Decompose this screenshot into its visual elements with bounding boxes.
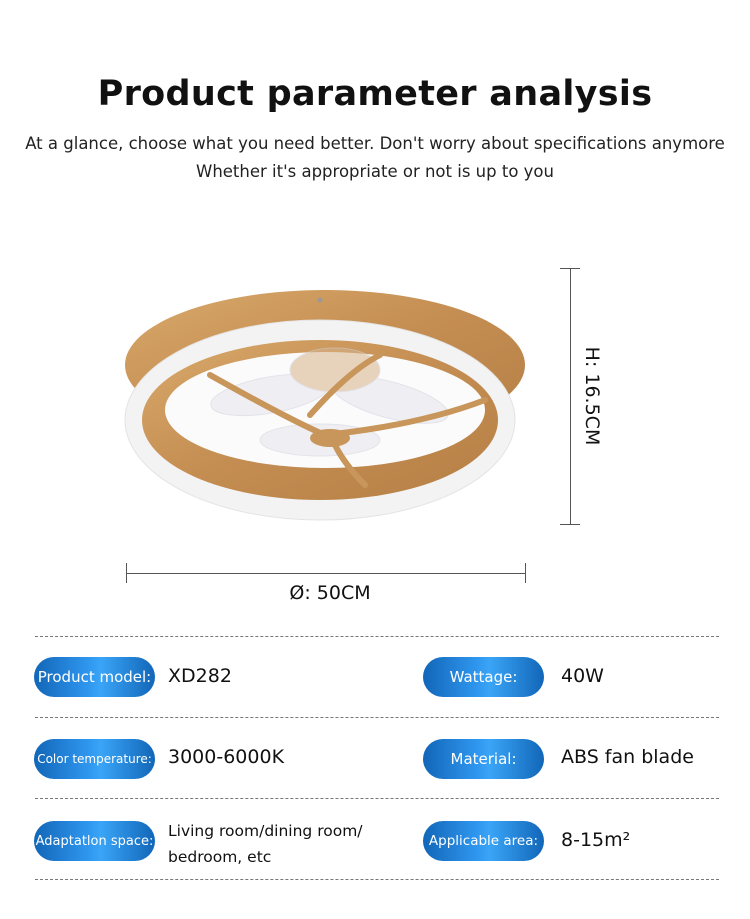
spec-value-adaptation-space-line-1: Living room/dining room/ — [168, 822, 363, 840]
ceiling-fan-image — [124, 290, 525, 521]
spec-value-material: ABS fan blade — [561, 746, 694, 768]
spec-label-adaptation-space: Adaptatlon space: — [34, 821, 155, 861]
spec-value-color-temperature: 3000-6000K — [168, 746, 285, 768]
divider — [35, 717, 719, 718]
spec-value-applicable-area: 8-15m² — [561, 829, 631, 851]
height-dimension-line — [570, 268, 571, 525]
spec-label-color-temperature: Color temperature: — [34, 739, 155, 779]
spec-label-applicable-area: Applicable area: — [423, 821, 544, 861]
divider — [35, 879, 719, 880]
divider — [35, 636, 719, 637]
subtitle-line-2: Whether it's appropriate or not is up to… — [196, 162, 554, 181]
divider — [35, 798, 719, 799]
spec-label-product-model: Product model: — [34, 657, 155, 697]
page-title: Product parameter analysis — [97, 74, 653, 114]
diameter-dimension-line — [126, 573, 526, 574]
height-label: H: 16.5CM — [581, 346, 603, 446]
subtitle-line-1: At a glance, choose what you need better… — [25, 134, 725, 153]
spec-value-wattage: 40W — [561, 665, 604, 687]
spec-label-wattage: Wattage: — [423, 657, 544, 697]
spec-label-material: Material: — [423, 739, 544, 779]
spec-value-product-model: XD282 — [168, 665, 232, 687]
diameter-label: Ø: 50CM — [289, 582, 371, 604]
spec-value-adaptation-space-line-2: bedroom, etc — [168, 848, 272, 866]
